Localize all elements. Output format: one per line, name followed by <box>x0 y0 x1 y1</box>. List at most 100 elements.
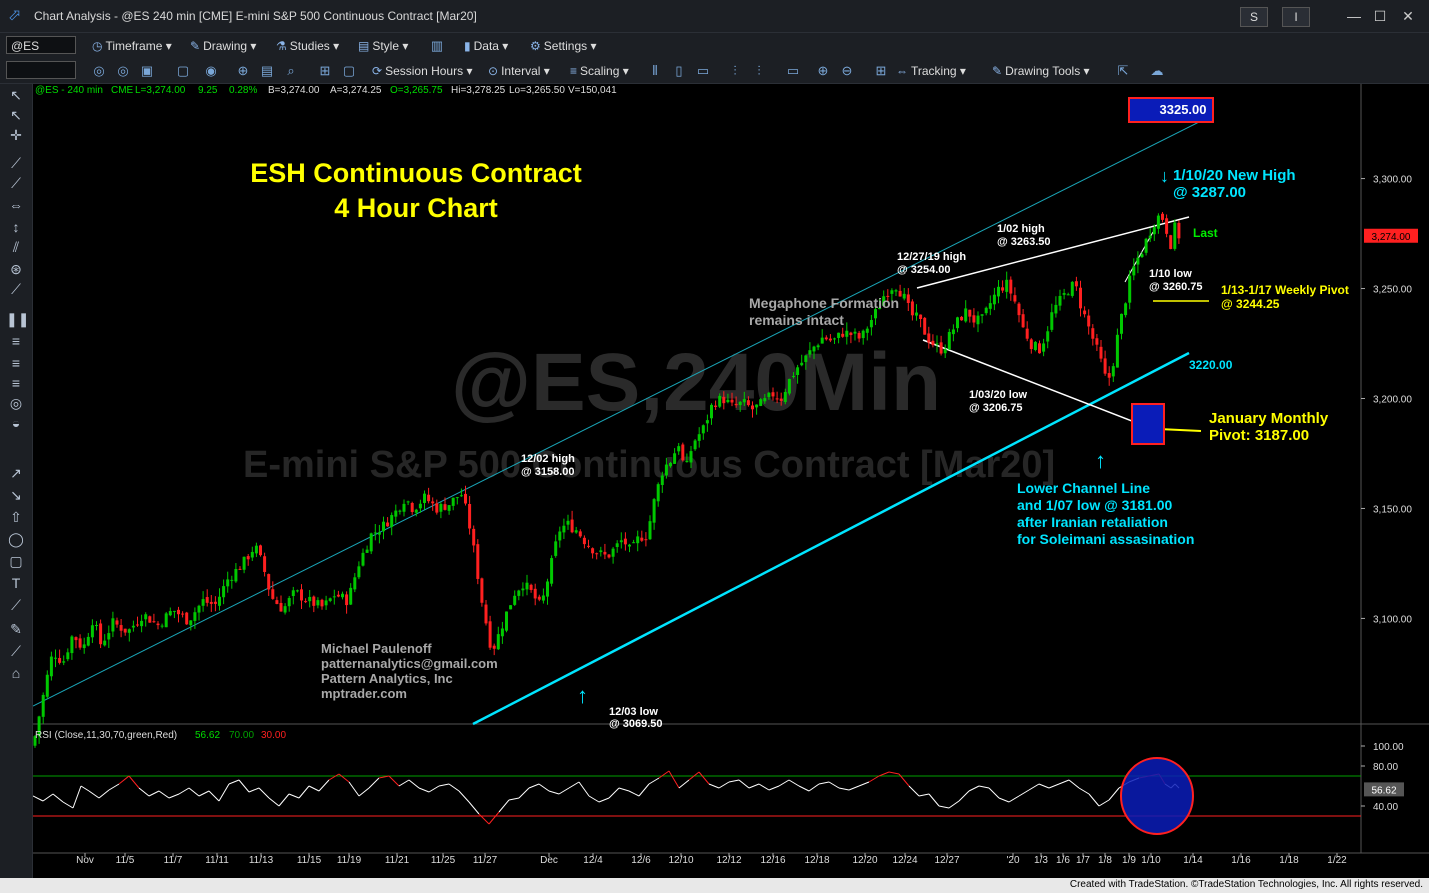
drawing-menu[interactable]: ✎ Drawing ▾ <box>190 39 257 53</box>
candle-body <box>566 520 570 525</box>
rsi-segment <box>98 789 110 799</box>
save-icon[interactable]: ▤ <box>260 63 274 78</box>
search-icon[interactable]: ⌕ <box>287 63 295 78</box>
gann-icon[interactable]: ⊛ <box>10 261 22 277</box>
link-icon[interactable]: ◉ <box>205 63 217 78</box>
candle-body <box>648 521 652 540</box>
down-arrow-icon[interactable]: ↘ <box>10 487 22 503</box>
candle-body <box>997 286 1000 297</box>
interval-menu[interactable]: ⊙ Interval ▾ <box>488 64 550 78</box>
price-tick-label: 3,250.00 <box>1373 285 1412 296</box>
fib-retracement-icon[interactable]: ≡ <box>11 333 21 349</box>
data-menu[interactable]: ▮ Data ▾ <box>464 39 509 53</box>
rsi-segment <box>248 787 260 793</box>
symbol-input[interactable]: @ES <box>6 36 76 54</box>
drawing-tools-menu[interactable]: ✎ Drawing Tools ▾ <box>992 64 1090 78</box>
window-title: Chart Analysis - @ES 240 min [CME] E-min… <box>34 9 477 23</box>
studies-menu[interactable]: ⚗ Studies ▾ <box>276 39 340 53</box>
cloud-icon[interactable]: ☁ <box>1150 63 1164 78</box>
layout-icon[interactable]: ▥ <box>430 38 444 53</box>
crosshair-icon[interactable]: ✛ <box>10 127 22 143</box>
compress-icon[interactable]: ⫶ <box>757 63 761 78</box>
up-arrow-icon[interactable]: ↗ <box>10 465 22 481</box>
refresh-icon[interactable]: ◎ <box>93 63 105 78</box>
volume-icon[interactable]: ▭ <box>696 63 710 78</box>
rectangle-icon[interactable]: ▢ <box>9 553 23 569</box>
candle-body <box>480 578 484 603</box>
style-menu[interactable]: ▤ Style ▾ <box>358 39 409 53</box>
candle-body <box>1033 341 1037 350</box>
fib-fan-icon[interactable]: ≡ <box>11 375 21 391</box>
s-button[interactable]: S <box>1240 7 1268 27</box>
ray-icon[interactable]: ⟋ <box>11 175 21 191</box>
chart-area[interactable]: @ES - 240 min CME L=3,274.00 9.25 0.28% … <box>32 84 1429 878</box>
arc-icon[interactable]: ◒ <box>11 415 21 431</box>
arrow-up-icon[interactable]: ⇧ <box>10 509 22 525</box>
eraser-icon[interactable]: ⟋ <box>11 597 21 613</box>
bars-icon[interactable]: ⫴ <box>652 63 658 78</box>
rsi-segment <box>438 783 450 787</box>
candle-body <box>582 537 586 545</box>
sync-icon[interactable]: ◎ <box>117 63 129 78</box>
delete-drawing-icon[interactable]: ✎ <box>10 621 22 637</box>
candle-body <box>468 504 472 529</box>
zoom-bars-icon[interactable]: ⫶ <box>733 63 737 78</box>
matrix-icon[interactable]: ⊞ <box>875 63 887 78</box>
tracking-menu[interactable]: ⇔ Tracking ▾ <box>896 64 966 78</box>
interval-input[interactable] <box>6 61 76 79</box>
fib-extension-icon[interactable]: ≡ <box>11 355 21 371</box>
vertical-line-icon[interactable]: ↕ <box>12 219 20 235</box>
ellipse-icon[interactable]: ◯ <box>8 531 24 547</box>
candle-body <box>714 405 718 407</box>
candles-icon[interactable]: ▯ <box>675 63 683 78</box>
rsi-segment <box>138 787 150 797</box>
price-chart[interactable]: @ES - 240 min CME L=3,274.00 9.25 0.28% … <box>32 84 1429 878</box>
trendline-icon[interactable]: ⟋ <box>11 155 21 171</box>
time-tick-label: 11/27 <box>473 855 498 866</box>
candle-body <box>1156 215 1160 229</box>
session-hours-menu[interactable]: ⟳ Session Hours ▾ <box>372 64 473 78</box>
time-tick-label: 11/11 <box>205 855 229 866</box>
candle-body <box>603 551 607 555</box>
candle-body <box>234 568 238 582</box>
rsi-segment <box>1008 795 1020 803</box>
cursor-icon[interactable]: ▢ <box>176 63 190 78</box>
timeframe-menu[interactable]: ◷ Timeframe ▾ <box>92 39 172 53</box>
candle-body <box>644 539 648 541</box>
candle-body <box>796 367 800 376</box>
candle-body <box>1079 287 1082 309</box>
zoom-out-icon[interactable]: ⊖ <box>841 63 853 78</box>
settings-menu[interactable]: ⚙ Settings ▾ <box>530 39 597 53</box>
i-button[interactable]: I <box>1282 7 1310 27</box>
scaling-menu[interactable]: ≡ Scaling ▾ <box>570 64 629 78</box>
candle-body <box>144 614 148 620</box>
lock-icon[interactable]: ⌂ <box>11 665 21 681</box>
spiral-icon[interactable]: ◎ <box>9 395 23 411</box>
zoom-in-icon[interactable]: ⊕ <box>817 63 829 78</box>
analytics-icon[interactable]: ⊕ <box>237 63 249 78</box>
export-icon[interactable]: ⇱ <box>1117 63 1129 78</box>
pause-icon[interactable]: ❚❚ <box>6 311 30 327</box>
minimize-icon[interactable]: — <box>1347 8 1361 24</box>
candle-body <box>398 510 402 512</box>
close-icon[interactable]: ✕ <box>1402 8 1414 24</box>
channel-icon[interactable]: ⫽ <box>12 239 20 255</box>
square-icon[interactable]: ▢ <box>342 63 356 78</box>
expand-icon[interactable]: ▭ <box>786 63 800 78</box>
text-icon[interactable]: T <box>11 575 21 591</box>
horizontal-line-icon[interactable]: ⇔ <box>9 197 23 213</box>
select-icon[interactable]: ↖ <box>10 107 22 123</box>
status-volume: V=150,041 <box>568 85 617 96</box>
candle-body <box>927 333 931 343</box>
candle-body <box>992 294 996 305</box>
fib-icon[interactable]: ⟋ <box>11 281 21 297</box>
rsi-segment <box>618 787 630 792</box>
candle-body <box>1169 235 1173 249</box>
magnet-icon[interactable]: ⟋ <box>11 643 21 659</box>
pointer-icon[interactable]: ↖ <box>10 87 22 103</box>
maximize-icon[interactable]: ☐ <box>1373 8 1387 24</box>
grid-icon[interactable]: ⊞ <box>319 63 331 78</box>
candle-body <box>86 636 90 646</box>
rsi-segment <box>758 783 770 791</box>
window-icon[interactable]: ▣ <box>140 63 154 78</box>
